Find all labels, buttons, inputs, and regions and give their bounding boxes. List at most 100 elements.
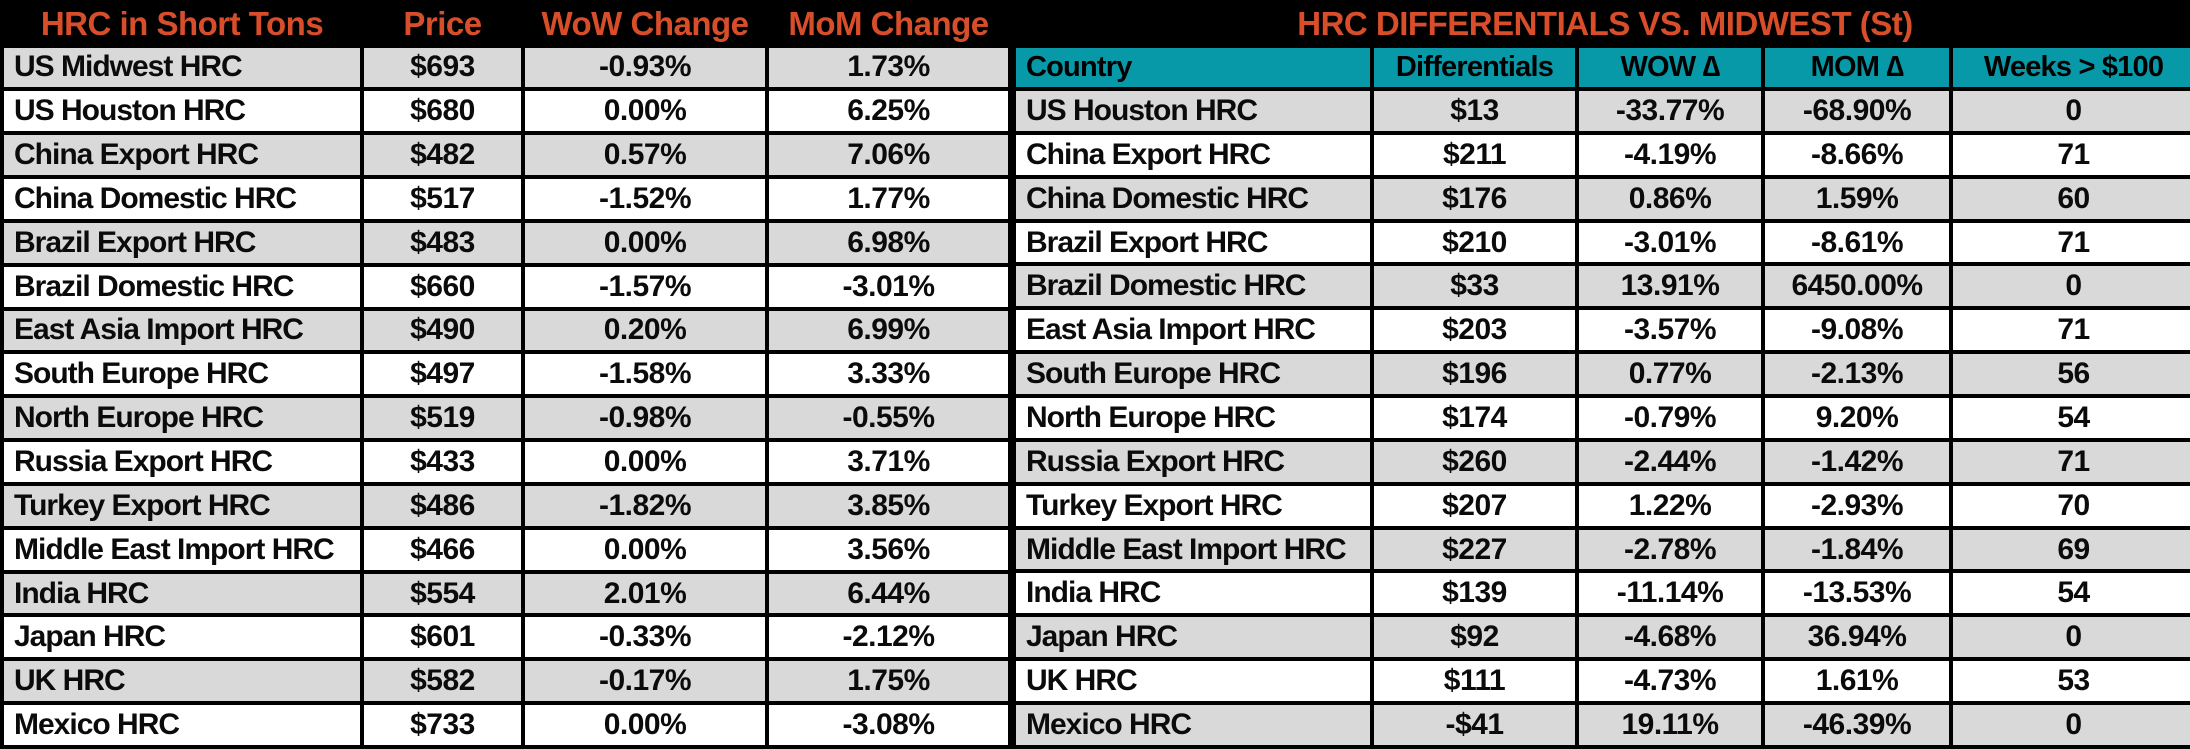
value-cell: 1.75%: [765, 657, 1012, 706]
value-cell: 6.98%: [765, 218, 1012, 267]
value-cell: $497: [360, 350, 525, 399]
table-row: China Export HRC $211 -4.19% -8.66% 71: [1012, 130, 2190, 179]
row-label-cell: East Asia Import HRC: [0, 306, 364, 355]
value-cell: -68.90%: [1761, 87, 1953, 135]
value-cell: -0.93%: [521, 43, 769, 92]
value-cell: $210: [1370, 218, 1579, 267]
value-cell: $554: [360, 569, 525, 618]
differentials-title-row: HRC DIFFERENTIALS VS. MIDWEST (St): [1011, 0, 2190, 48]
value-cell: 60: [1948, 174, 2190, 223]
value-cell: $601: [360, 613, 525, 662]
value-cell: 0: [1948, 701, 2190, 749]
row-label-cell: Brazil Domestic HRC: [1012, 262, 1374, 311]
value-cell: -0.55%: [765, 394, 1012, 443]
row-label-cell: China Export HRC: [1012, 130, 1374, 179]
value-cell: 71: [1948, 218, 2190, 267]
col-header-differentials: Differentials: [1370, 43, 1579, 91]
value-cell: -1.82%: [521, 481, 769, 530]
value-cell: 3.33%: [765, 350, 1012, 399]
value-cell: 9.20%: [1761, 394, 1953, 442]
value-cell: -1.57%: [521, 262, 769, 311]
value-cell: $490: [360, 306, 525, 355]
row-label-cell: Middle East Import HRC: [1012, 525, 1374, 574]
table-row: South Europe HRC $497 -1.58% 3.33%: [0, 350, 1012, 399]
table-row: East Asia Import HRC $490 0.20% 6.99%: [0, 306, 1012, 355]
value-cell: 1.73%: [765, 43, 1012, 92]
differentials-header-row: Country Differentials WOW ∆ MOM ∆ Weeks …: [1012, 43, 2190, 91]
table-row: UK HRC $111 -4.73% 1.61% 53: [1012, 657, 2190, 706]
value-cell: $517: [360, 175, 525, 223]
row-label-cell: Brazil Export HRC: [0, 218, 364, 267]
value-cell: 0.20%: [521, 306, 769, 355]
hrc-price-table: HRC in Short Tons Price WoW Change MoM C…: [0, 0, 1012, 749]
value-cell: 0.00%: [521, 218, 769, 267]
value-cell: -1.42%: [1761, 437, 1953, 486]
table-row: China Domestic HRC $517 -1.52% 1.77%: [0, 175, 1012, 223]
row-label-cell: India HRC: [1012, 569, 1374, 618]
value-cell: -46.39%: [1761, 701, 1953, 749]
value-cell: $582: [360, 657, 525, 706]
value-cell: 1.77%: [765, 175, 1012, 223]
hrc-differentials-table: HRC DIFFERENTIALS VS. MIDWEST (St) Count…: [1011, 0, 2190, 749]
value-cell: 0: [1948, 262, 2190, 311]
table-row: Turkey Export HRC $486 -1.82% 3.85%: [0, 481, 1012, 530]
row-label-cell: South Europe HRC: [0, 350, 364, 399]
table-row: Turkey Export HRC $207 1.22% -2.93% 70: [1012, 481, 2190, 530]
table-row: North Europe HRC $174 -0.79% 9.20% 54: [1012, 394, 2190, 442]
col-header-wow-delta: WOW ∆: [1575, 43, 1765, 91]
table-row: Mexico HRC -$41 19.11% -46.39% 0: [1012, 701, 2190, 749]
row-label-cell: Mexico HRC: [0, 701, 364, 749]
row-label-cell: East Asia Import HRC: [1012, 306, 1374, 355]
table-row: Brazil Export HRC $483 0.00% 6.98%: [0, 218, 1012, 267]
value-cell: 71: [1948, 306, 2190, 355]
value-cell: 36.94%: [1761, 613, 1953, 662]
table-row: Japan HRC $601 -0.33% -2.12%: [0, 613, 1012, 662]
value-cell: 3.56%: [765, 525, 1012, 574]
value-cell: 0.77%: [1575, 350, 1765, 399]
value-cell: -2.12%: [765, 613, 1012, 662]
col-header-wow-change: WoW Change: [521, 0, 769, 48]
value-cell: -1.52%: [521, 175, 769, 223]
row-label-cell: UK HRC: [1012, 657, 1374, 706]
table-row: US Midwest HRC $693 -0.93% 1.73%: [0, 43, 1012, 92]
row-label-cell: China Domestic HRC: [0, 175, 364, 223]
value-cell: 0: [1948, 613, 2190, 662]
value-cell: $680: [360, 87, 525, 136]
value-cell: 6.25%: [765, 87, 1012, 136]
row-label-cell: US Midwest HRC: [0, 43, 364, 92]
row-label-cell: China Export HRC: [0, 131, 364, 180]
value-cell: -0.17%: [521, 657, 769, 706]
table-row: Russia Export HRC $260 -2.44% -1.42% 71: [1012, 437, 2190, 486]
table-row: North Europe HRC $519 -0.98% -0.55%: [0, 394, 1012, 443]
row-label-cell: Brazil Domestic HRC: [0, 262, 364, 311]
table-row: India HRC $554 2.01% 6.44%: [0, 569, 1012, 618]
value-cell: 0: [1948, 87, 2190, 135]
value-cell: -13.53%: [1761, 569, 1953, 618]
value-cell: $482: [360, 131, 525, 180]
value-cell: $196: [1370, 350, 1579, 399]
value-cell: 2.01%: [521, 569, 769, 618]
value-cell: 70: [1948, 481, 2190, 530]
value-cell: -2.44%: [1575, 437, 1765, 486]
table-row: Middle East Import HRC $466 0.00% 3.56%: [0, 525, 1012, 574]
value-cell: $111: [1370, 657, 1579, 706]
row-label-cell: India HRC: [0, 569, 364, 618]
value-cell: $693: [360, 43, 525, 92]
col-header-mom-delta: MOM ∆: [1761, 43, 1953, 91]
value-cell: -11.14%: [1575, 569, 1765, 618]
value-cell: 54: [1948, 394, 2190, 442]
value-cell: 56: [1948, 350, 2190, 399]
value-cell: -1.84%: [1761, 525, 1953, 574]
table-row: South Europe HRC $196 0.77% -2.13% 56: [1012, 350, 2190, 399]
row-label-cell: Japan HRC: [1012, 613, 1374, 662]
value-cell: $260: [1370, 437, 1579, 486]
value-cell: 71: [1948, 130, 2190, 179]
value-cell: 0.00%: [521, 525, 769, 574]
value-cell: $176: [1370, 174, 1579, 223]
value-cell: $486: [360, 481, 525, 530]
table-row: Russia Export HRC $433 0.00% 3.71%: [0, 438, 1012, 486]
value-cell: $207: [1370, 481, 1579, 530]
value-cell: $433: [360, 438, 525, 486]
value-cell: $13: [1370, 87, 1579, 135]
